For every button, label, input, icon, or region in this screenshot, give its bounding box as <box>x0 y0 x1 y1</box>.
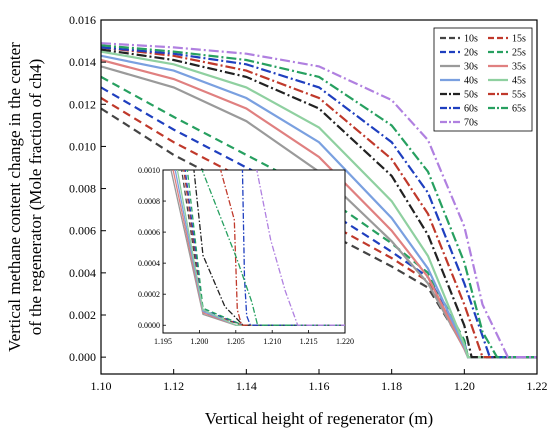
inset-series-line-70s <box>256 170 345 326</box>
inset-y-tick-label: 0.0010 <box>138 166 160 175</box>
series-line-45s <box>101 50 537 359</box>
y-tick-label: 0.006 <box>69 224 96 238</box>
inset-y-tick-label: 0.0000 <box>138 321 160 330</box>
legend-label-30s: 30s <box>464 62 478 73</box>
y-axis-title-line-1: Vertical methane content change in the c… <box>5 42 24 352</box>
y-tick-label: 0.000 <box>69 350 96 364</box>
legend-label-50s: 50s <box>464 90 478 101</box>
legend-label-60s: 60s <box>464 104 478 115</box>
series-line-55s <box>101 46 537 359</box>
inset-frame <box>162 169 346 334</box>
inset-y-tick-label: 0.0004 <box>138 259 160 268</box>
inset-series-group <box>170 170 345 326</box>
inset-axes: 1.195 1.200 1.205 1.210 1.215 1.220 0.0000 0.00… <box>138 166 354 346</box>
main-axes: 1.10 1.12 1.14 1.16 1.18 1.20 1.22 0.000 0.002 0.… <box>69 13 548 393</box>
x-tick-label: 1.16 <box>309 379 330 393</box>
series-line-20s <box>101 86 537 359</box>
inset-x-tick-label: 1.220 <box>336 337 354 346</box>
inset-x-tick-label: 1.210 <box>263 337 281 346</box>
series-line-70s <box>101 42 537 359</box>
inset-series-line-55s <box>219 170 345 326</box>
inset-series-line-65s <box>201 170 345 326</box>
inset-x-tick-label: 1.205 <box>227 337 245 346</box>
inset-y-tick-label: 0.0008 <box>138 197 160 206</box>
x-tick-label: 1.20 <box>454 379 475 393</box>
legend-label-65s: 65s <box>512 104 526 115</box>
x-tick-label: 1.22 <box>527 379 548 393</box>
legend-label-15s: 15s <box>512 34 526 45</box>
y-tick-label: 0.008 <box>69 182 96 196</box>
legend-label-35s: 35s <box>512 62 526 73</box>
x-tick-label: 1.12 <box>163 379 184 393</box>
legend-label-10s: 10s <box>464 34 478 45</box>
inset-y-tick-label: 0.0002 <box>138 290 160 299</box>
y-tick-label: 0.010 <box>69 139 96 153</box>
inset-series-line-60s <box>241 170 345 326</box>
y-tick-label: 0.012 <box>69 97 96 111</box>
inset-y-tick-label: 0.0006 <box>138 228 160 237</box>
y-tick-label: 0.014 <box>69 55 96 69</box>
y-tick-label: 0.016 <box>69 13 96 27</box>
legend-label-40s: 40s <box>464 76 478 87</box>
x-tick-label: 1.10 <box>91 379 112 393</box>
legend: 10s 15s 20s 25s 30s 35s 40s 45s 50s 55s 60s 65s 70s <box>433 27 533 132</box>
x-tick-label: 1.14 <box>236 379 257 393</box>
inset-x-tick-label: 1.215 <box>300 337 318 346</box>
inset-series-line-15s <box>183 170 345 326</box>
y-tick-label: 0.004 <box>69 266 96 280</box>
legend-label-20s: 20s <box>464 48 478 59</box>
y-axis-title-line-2: of the regenerator (Mole fraction of ch4… <box>26 59 45 336</box>
series-line-60s <box>101 46 537 359</box>
main-series-group <box>101 42 537 359</box>
legend-label-70s: 70s <box>464 118 478 129</box>
legend-label-55s: 55s <box>512 90 526 101</box>
x-axis-title: Vertical height of regenerator (m) <box>205 409 433 428</box>
legend-label-45s: 45s <box>512 76 526 87</box>
inset-x-tick-label: 1.195 <box>154 337 172 346</box>
legend-label-25s: 25s <box>512 48 526 59</box>
y-tick-label: 0.002 <box>69 308 96 322</box>
inset-x-tick-label: 1.200 <box>190 337 208 346</box>
series-line-50s <box>101 48 537 359</box>
series-line-65s <box>101 44 537 359</box>
x-tick-label: 1.18 <box>381 379 402 393</box>
